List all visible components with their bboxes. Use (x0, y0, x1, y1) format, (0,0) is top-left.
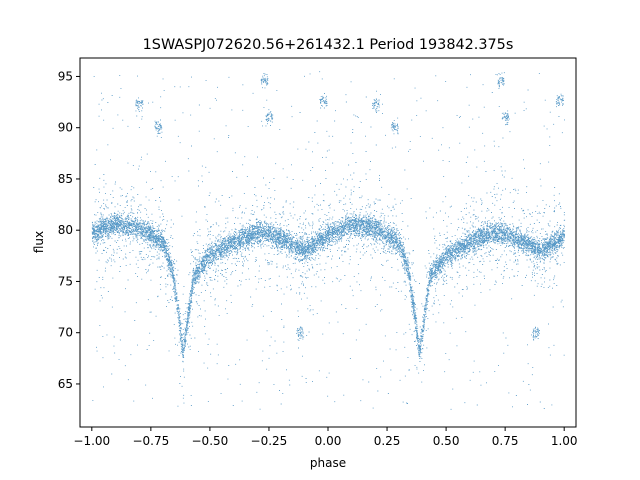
x-axis: −1.00 −0.75 −0.50 −0.25 0.00 0.25 0.50 0.75 1.00 (73, 427, 578, 448)
x-tick-label: −0.25 (251, 434, 288, 448)
y-tick-label: 65 (58, 377, 73, 391)
x-tick-label: −0.50 (192, 434, 229, 448)
x-tick-label: 1.00 (551, 434, 578, 448)
x-tick-label: −0.75 (132, 434, 169, 448)
x-tick-label: 0.50 (433, 434, 460, 448)
x-axis-label: phase (310, 456, 346, 470)
y-tick-label: 95 (58, 69, 73, 83)
flux-points (91, 71, 566, 410)
x-tick-label: −1.00 (73, 434, 110, 448)
x-tick-label: 0.25 (374, 434, 401, 448)
x-tick-label: 0.00 (315, 434, 342, 448)
y-axis-label: flux (32, 231, 46, 253)
y-tick-label: 80 (58, 223, 73, 237)
x-tick-label: 0.75 (492, 434, 519, 448)
y-tick-label: 85 (58, 172, 73, 186)
y-tick-label: 70 (58, 326, 73, 340)
y-axis: 65 70 75 80 85 90 95 (58, 69, 80, 391)
chart-title: 1SWASPJ072620.56+261432.1 Period 193842.… (143, 37, 514, 53)
scatter-points (91, 71, 566, 410)
y-tick-label: 90 (58, 121, 73, 135)
y-tick-label: 75 (58, 274, 73, 288)
